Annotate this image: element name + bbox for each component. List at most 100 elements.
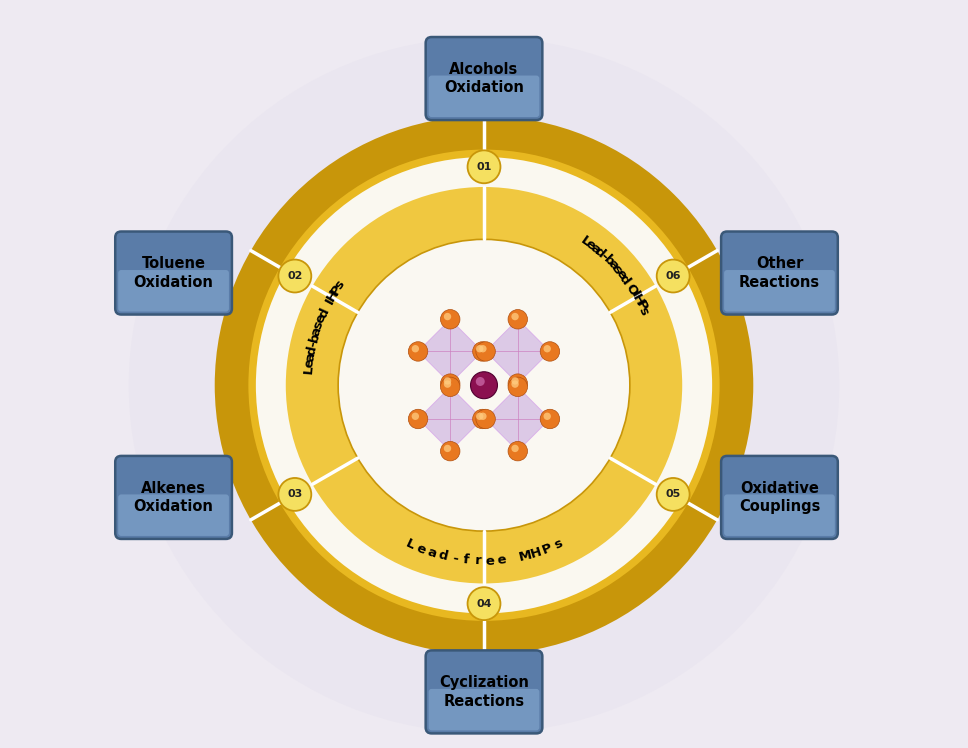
Text: f: f xyxy=(463,554,469,567)
Text: 05: 05 xyxy=(666,489,681,500)
Circle shape xyxy=(508,310,528,329)
Circle shape xyxy=(476,342,496,361)
FancyBboxPatch shape xyxy=(426,37,542,120)
Text: M: M xyxy=(517,548,532,564)
FancyBboxPatch shape xyxy=(429,76,539,117)
FancyBboxPatch shape xyxy=(115,456,232,539)
Circle shape xyxy=(511,313,519,320)
Circle shape xyxy=(543,345,551,352)
Text: L: L xyxy=(403,537,416,552)
Text: a: a xyxy=(587,241,602,257)
Circle shape xyxy=(511,381,519,387)
Text: s: s xyxy=(312,319,326,331)
Circle shape xyxy=(249,150,719,621)
Text: Other
Reactions: Other Reactions xyxy=(739,257,820,289)
Text: Oxidative
Couplings: Oxidative Couplings xyxy=(739,481,820,514)
Text: a: a xyxy=(309,325,324,337)
Circle shape xyxy=(470,372,498,399)
Text: L: L xyxy=(302,365,316,375)
Circle shape xyxy=(656,260,689,292)
FancyBboxPatch shape xyxy=(426,650,542,733)
FancyBboxPatch shape xyxy=(724,270,834,311)
Circle shape xyxy=(540,409,560,429)
Circle shape xyxy=(443,313,451,320)
Circle shape xyxy=(440,377,460,396)
Text: 03: 03 xyxy=(287,489,302,500)
Circle shape xyxy=(286,187,682,583)
Circle shape xyxy=(472,342,492,361)
Circle shape xyxy=(508,441,528,461)
Circle shape xyxy=(511,445,519,452)
Polygon shape xyxy=(486,387,550,451)
Text: s: s xyxy=(552,537,564,552)
Circle shape xyxy=(411,345,419,352)
Circle shape xyxy=(443,445,451,452)
Text: L: L xyxy=(578,233,592,249)
Text: P: P xyxy=(328,282,345,298)
Text: d: d xyxy=(304,344,319,356)
Circle shape xyxy=(443,381,451,387)
Text: a: a xyxy=(426,545,438,560)
Text: d: d xyxy=(316,306,332,320)
Text: 06: 06 xyxy=(665,271,681,281)
FancyBboxPatch shape xyxy=(721,232,838,314)
Circle shape xyxy=(256,157,712,613)
Circle shape xyxy=(476,377,485,386)
FancyBboxPatch shape xyxy=(115,232,232,314)
Text: d: d xyxy=(591,245,607,260)
Circle shape xyxy=(411,413,419,420)
Circle shape xyxy=(476,409,496,429)
Text: b: b xyxy=(600,253,617,269)
Text: -: - xyxy=(451,552,459,565)
Text: s: s xyxy=(636,304,650,317)
FancyBboxPatch shape xyxy=(118,494,229,536)
Circle shape xyxy=(279,260,312,292)
Text: P: P xyxy=(633,298,649,313)
Text: e: e xyxy=(303,358,317,369)
Text: Alkenes
Oxidation: Alkenes Oxidation xyxy=(134,481,214,514)
Text: b: b xyxy=(307,331,322,344)
Circle shape xyxy=(408,409,428,429)
FancyBboxPatch shape xyxy=(429,689,539,730)
Text: s: s xyxy=(609,263,624,277)
Text: e: e xyxy=(485,554,495,568)
Text: Alcohols
Oxidation: Alcohols Oxidation xyxy=(444,62,524,95)
Text: Cyclization
Reactions: Cyclization Reactions xyxy=(439,675,529,708)
Circle shape xyxy=(508,374,528,393)
Text: a: a xyxy=(605,257,620,273)
Text: -: - xyxy=(306,340,320,349)
Text: 02: 02 xyxy=(287,271,303,281)
Text: P: P xyxy=(540,542,555,557)
Circle shape xyxy=(543,413,551,420)
Text: -: - xyxy=(597,250,611,263)
Text: e: e xyxy=(414,542,427,557)
Circle shape xyxy=(468,150,500,183)
FancyBboxPatch shape xyxy=(724,494,834,536)
Circle shape xyxy=(508,377,528,396)
Text: a: a xyxy=(303,352,318,362)
Text: e: e xyxy=(613,267,628,282)
Text: H: H xyxy=(529,545,544,561)
FancyBboxPatch shape xyxy=(118,270,229,311)
Text: e: e xyxy=(497,554,507,567)
Text: 01: 01 xyxy=(476,162,492,172)
Circle shape xyxy=(540,342,560,361)
Circle shape xyxy=(440,310,460,329)
Text: d: d xyxy=(617,272,632,287)
Text: r: r xyxy=(474,554,482,568)
Circle shape xyxy=(408,342,428,361)
Circle shape xyxy=(476,413,483,420)
Text: Toluene
Oxidation: Toluene Oxidation xyxy=(134,257,214,289)
Circle shape xyxy=(279,478,312,511)
Text: I: I xyxy=(628,289,642,300)
Text: H: H xyxy=(324,287,342,304)
Text: s: s xyxy=(332,278,348,292)
Polygon shape xyxy=(418,319,482,384)
Circle shape xyxy=(476,345,483,352)
Text: I: I xyxy=(322,296,337,307)
Circle shape xyxy=(479,413,487,420)
Circle shape xyxy=(215,116,753,654)
Text: 04: 04 xyxy=(476,598,492,609)
Circle shape xyxy=(479,345,487,352)
Circle shape xyxy=(472,409,492,429)
